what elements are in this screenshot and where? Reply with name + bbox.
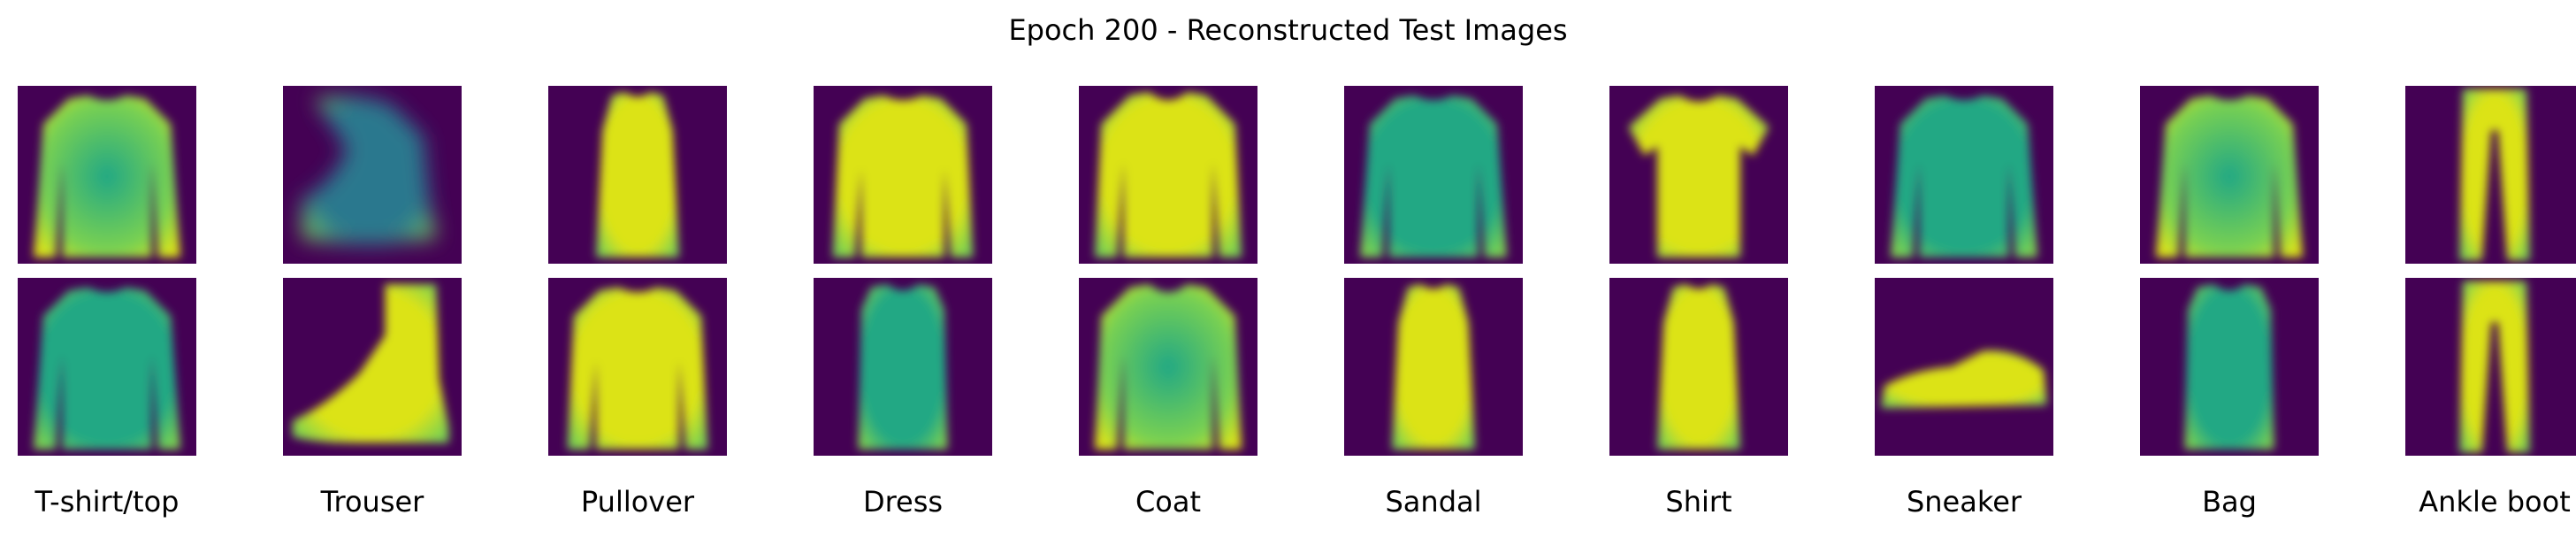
class-label: Trouser [320,485,424,519]
reconstructed-image-bottom-10 [2405,278,2576,456]
figure-title: Epoch 200 - Reconstructed Test Images [1008,13,1568,47]
image-column [2405,86,2576,456]
image-column [1079,86,1257,456]
reconstructed-image-bottom-2 [283,278,462,456]
class-label: Shirt [1665,485,1732,519]
image-column [18,86,196,456]
image-column [814,86,992,456]
class-label: T-shirt/top [34,485,180,519]
reconstructed-image-top-1 [18,86,196,264]
reconstructed-image-bottom-9 [2140,278,2319,456]
reconstructed-image-top-2 [283,86,462,264]
reconstructed-image-bottom-4 [814,278,992,456]
image-column [1875,86,2053,456]
reconstructed-image-bottom-1 [18,278,196,456]
image-column [1609,86,1788,456]
reconstructed-image-bottom-8 [1875,278,2053,456]
reconstructed-image-top-7 [1609,86,1788,264]
class-label: Sneaker [1906,485,2022,519]
reconstructed-image-top-5 [1079,86,1257,264]
image-column [283,86,462,456]
reconstructed-image-top-10 [2405,86,2576,264]
reconstructed-image-top-9 [2140,86,2319,264]
reconstructed-image-bottom-5 [1079,278,1257,456]
image-column [548,86,727,456]
image-column [1344,86,1523,456]
class-label: Bag [2202,485,2257,519]
reconstructed-image-top-6 [1344,86,1523,264]
class-label: Ankle boot [2419,485,2571,519]
class-label: Dress [862,485,944,519]
reconstructed-image-bottom-6 [1344,278,1523,456]
image-column [2140,86,2319,456]
reconstructed-image-bottom-7 [1609,278,1788,456]
reconstructed-image-top-8 [1875,86,2053,264]
class-label: Coat [1135,485,1202,519]
class-label: Pullover [580,485,695,519]
reconstructed-image-top-4 [814,86,992,264]
reconstruction-grid [18,86,2576,456]
reconstructed-image-top-3 [548,86,727,264]
class-label: Sandal [1385,485,1482,519]
reconstructed-image-bottom-3 [548,278,727,456]
